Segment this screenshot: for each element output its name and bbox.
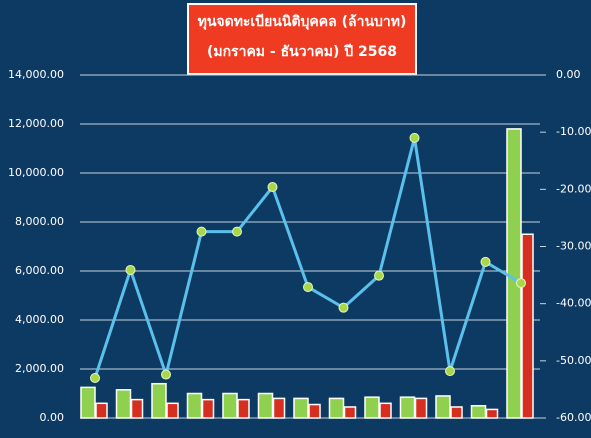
line-marker xyxy=(445,366,455,377)
y2-tick-label: -50.00 xyxy=(556,354,591,367)
y2-tick-label: 0.00 xyxy=(556,68,581,81)
y-tick-label: 14,000.00 xyxy=(8,68,64,81)
line-marker xyxy=(516,278,526,289)
bar xyxy=(166,402,179,419)
chart-title: (มกราคม - ธันวาคม) ปี 2568 xyxy=(207,44,397,60)
y-tick-label: 12,000.00 xyxy=(8,117,64,130)
bar xyxy=(414,397,428,419)
bar xyxy=(308,403,321,419)
chart-title: ทุนจดทะเบียนนิติบุคคล (ล้านบาท) xyxy=(198,14,407,30)
y-tick-label: 10,000.00 xyxy=(8,166,64,179)
bar xyxy=(257,392,274,419)
line-marker xyxy=(303,282,313,293)
line-marker xyxy=(232,226,242,237)
line-marker xyxy=(90,372,100,383)
bar xyxy=(435,395,451,419)
bar xyxy=(506,128,522,419)
bar xyxy=(222,392,238,419)
bar xyxy=(485,408,499,419)
bar xyxy=(201,398,215,419)
line-marker xyxy=(338,302,349,313)
bar xyxy=(237,398,250,419)
y2-tick-label: -60.00 xyxy=(556,411,591,424)
y-tick-label: 4,000.00 xyxy=(15,313,64,326)
line-marker xyxy=(409,132,420,143)
y2-tick-label: -10.00 xyxy=(556,125,591,138)
line-marker xyxy=(196,226,207,237)
bar xyxy=(293,397,309,419)
bar xyxy=(364,396,380,419)
y-tick-label: 8,000.00 xyxy=(15,215,64,228)
bar xyxy=(343,406,357,419)
bar xyxy=(379,402,392,419)
bar xyxy=(521,233,534,419)
bar xyxy=(328,397,345,419)
line-marker xyxy=(125,264,136,275)
bar xyxy=(95,402,108,419)
y2-tick-label: -20.00 xyxy=(556,182,591,195)
bar xyxy=(115,389,132,419)
bar xyxy=(151,382,167,419)
bar xyxy=(450,406,463,419)
y-tick-label: 0.00 xyxy=(40,411,65,424)
bar xyxy=(272,397,286,419)
line-marker xyxy=(480,256,491,267)
line-marker xyxy=(267,182,278,193)
line-marker xyxy=(161,369,171,380)
bar xyxy=(80,386,96,419)
bar xyxy=(399,396,416,419)
y2-tick-label: -30.00 xyxy=(556,240,591,253)
line-marker xyxy=(374,270,384,281)
y-tick-label: 6,000.00 xyxy=(15,264,64,277)
y-tick-label: 2,000.00 xyxy=(15,362,64,375)
title-box xyxy=(187,3,417,75)
bar xyxy=(130,398,144,419)
bar xyxy=(470,405,487,419)
y2-tick-label: -40.00 xyxy=(556,297,591,310)
bar xyxy=(186,392,203,419)
